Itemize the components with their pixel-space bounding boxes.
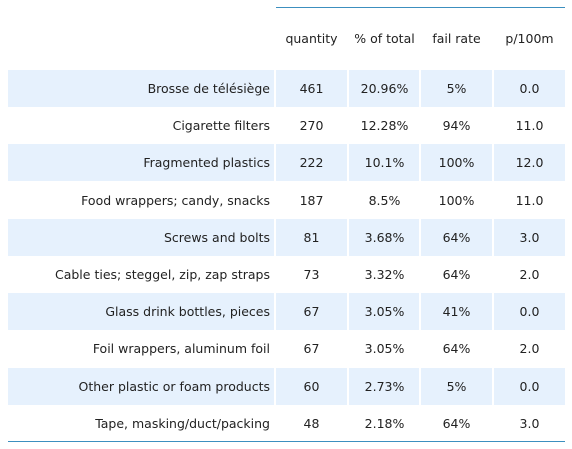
cell-fail-rate: 100% (438, 192, 475, 208)
table-row: Glass drink bottles, pieces 67 3.05% 41% 0.0 (8, 293, 565, 331)
table-row: Brosse de télésiège 461 20.96% 5% 0.0 (8, 70, 565, 107)
cell-per-100m: 2.0 (519, 341, 540, 357)
cell-quantity: 187 (299, 192, 324, 208)
cell-percent-of-total: 3.05% (364, 304, 405, 320)
cell-percent-of-total: 3.68% (364, 229, 405, 245)
cell-per-100m: 11.0 (515, 192, 544, 208)
cell-per-100m: 2.0 (519, 267, 540, 282)
row-label: Foil wrappers, aluminum foil (92, 341, 270, 357)
cell-quantity: 81 (303, 229, 320, 245)
column-separator (274, 70, 276, 107)
cell-percent-of-total: 8.5% (368, 192, 401, 208)
column-separator (419, 367, 421, 405)
column-separator (419, 144, 421, 182)
column-separator (492, 367, 494, 405)
cell-percent-of-total: 10.1% (364, 155, 405, 171)
cell-quantity: 461 (299, 81, 324, 96)
cell-fail-rate: 5% (446, 378, 467, 394)
cell-per-100m: 0.0 (519, 304, 540, 320)
cell-quantity: 67 (303, 341, 320, 357)
column-separator (492, 144, 494, 182)
cell-per-100m: 12.0 (515, 155, 544, 171)
cell-fail-rate: 100% (438, 155, 475, 171)
table-row: Fragmented plastics 222 10.1% 100% 12.0 (8, 144, 565, 182)
column-separator (274, 367, 276, 405)
column-separator (347, 144, 349, 182)
column-separator (347, 218, 349, 256)
cell-percent-of-total: 3.05% (364, 341, 405, 357)
cell-percent-of-total: 12.28% (360, 118, 409, 134)
cell-fail-rate: 64% (442, 267, 471, 282)
cell-per-100m: 0.0 (519, 378, 540, 394)
row-label: Other plastic or foam products (78, 378, 270, 394)
column-separator (347, 293, 349, 331)
table-row: Food wrappers; candy, snacks 187 8.5% 100% 1… (8, 182, 565, 219)
column-separator (492, 218, 494, 256)
column-header-per-100m: p/100m (505, 31, 554, 46)
cell-per-100m: 11.0 (515, 118, 544, 134)
column-separator (419, 218, 421, 256)
column-header-fail-rate: fail rate (432, 31, 481, 46)
cell-fail-rate: 64% (442, 341, 471, 357)
cell-per-100m: 3.0 (519, 415, 540, 431)
column-separator (419, 70, 421, 107)
table-row: Cigarette filters 270 12.28% 94% 11.0 (8, 107, 565, 144)
column-separator (492, 293, 494, 331)
cell-quantity: 73 (303, 267, 320, 282)
row-label: Glass drink bottles, pieces (105, 304, 270, 320)
table-row: Cable ties; steggel, zip, zap straps 73 3.… (8, 256, 565, 293)
column-separator (274, 293, 276, 331)
row-label: Food wrappers; candy, snacks (81, 192, 270, 208)
cell-percent-of-total: 20.96% (360, 81, 409, 96)
row-label: Cable ties; steggel, zip, zap straps (54, 267, 270, 282)
cell-quantity: 222 (299, 155, 324, 171)
row-label: Cigarette filters (172, 118, 270, 134)
table-bottom-rule (8, 441, 565, 442)
cell-percent-of-total: 2.18% (364, 415, 405, 431)
table-row: Screws and bolts 81 3.68% 64% 3.0 (8, 218, 565, 256)
column-separator (419, 293, 421, 331)
table-row: Foil wrappers, aluminum foil 67 3.05% 64% 2.… (8, 330, 565, 367)
cell-per-100m: 0.0 (519, 81, 540, 96)
column-separator (347, 70, 349, 107)
cell-quantity: 270 (299, 118, 324, 134)
column-separator (274, 144, 276, 182)
table-row: Tape, masking/duct/packing 48 2.18% 64% 3.0 (8, 405, 565, 442)
row-label: Screws and bolts (163, 229, 270, 245)
cell-quantity: 48 (303, 415, 320, 431)
table-top-rule (276, 7, 565, 8)
column-header-percent-of-total: % of total (354, 31, 415, 46)
table-header-row: quantity % of total fail rate p/100m (8, 8, 565, 70)
row-label: Tape, masking/duct/packing (95, 415, 270, 431)
cell-percent-of-total: 3.32% (364, 267, 405, 282)
cell-fail-rate: 94% (442, 118, 471, 134)
column-separator (274, 218, 276, 256)
cell-per-100m: 3.0 (519, 229, 540, 245)
column-separator (492, 70, 494, 107)
cell-percent-of-total: 2.73% (364, 378, 405, 394)
row-label: Brosse de télésiège (147, 81, 270, 96)
cell-quantity: 60 (303, 378, 320, 394)
cell-fail-rate: 64% (442, 229, 471, 245)
cell-fail-rate: 64% (442, 415, 471, 431)
cell-fail-rate: 5% (446, 81, 467, 96)
table-row: Other plastic or foam products 60 2.73% 5% 0… (8, 367, 565, 405)
column-header-quantity: quantity (285, 31, 338, 46)
row-label: Fragmented plastics (143, 155, 270, 171)
column-separator (347, 367, 349, 405)
cell-quantity: 67 (303, 304, 320, 320)
cell-fail-rate: 41% (442, 304, 471, 320)
